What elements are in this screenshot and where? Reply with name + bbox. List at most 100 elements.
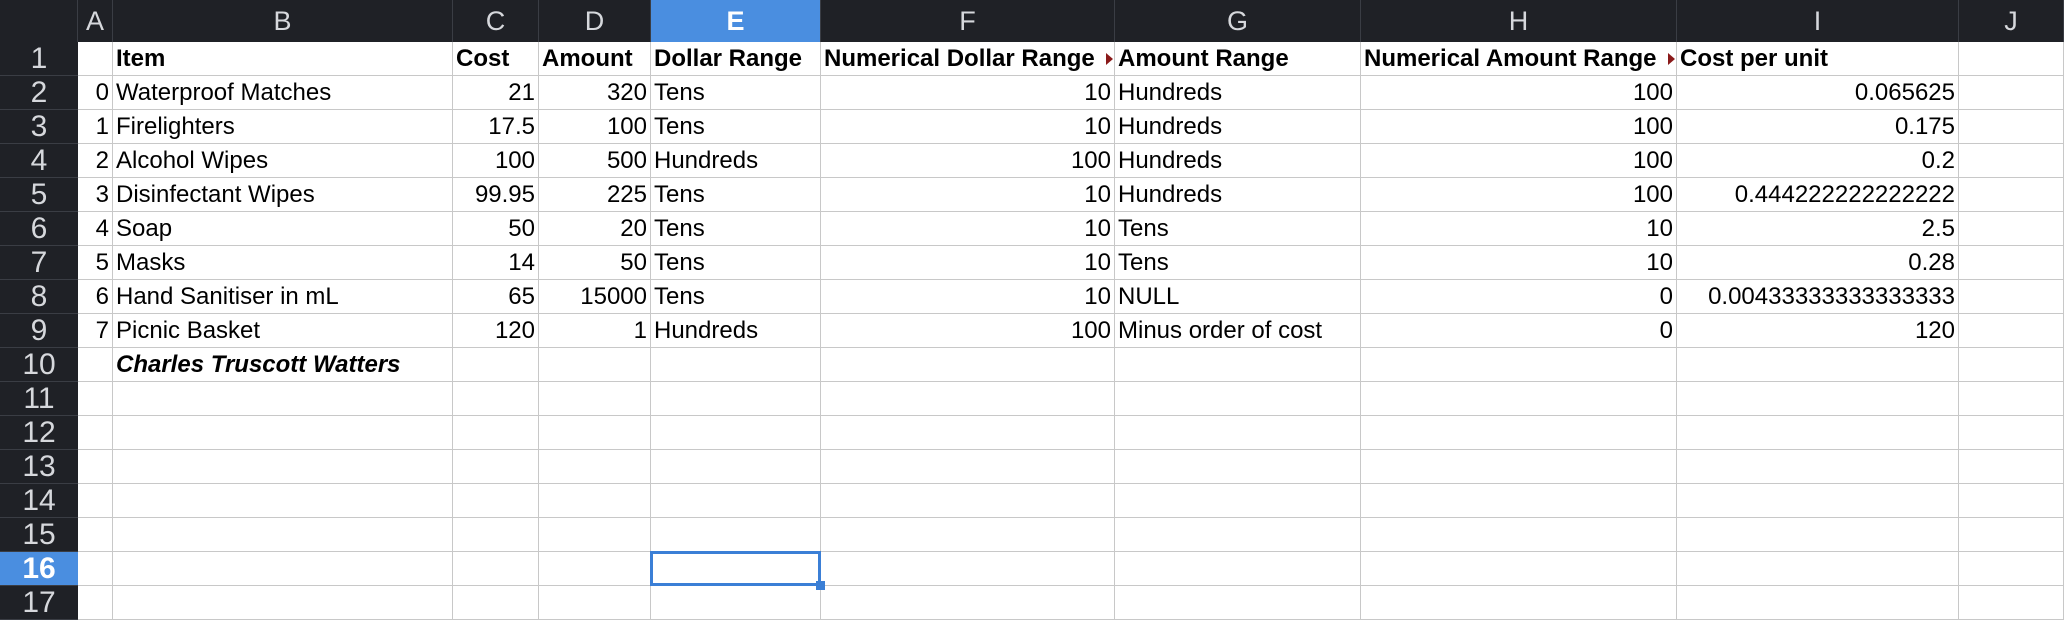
- cell-a15[interactable]: [78, 518, 113, 552]
- cell-g8[interactable]: NULL: [1115, 280, 1361, 314]
- cell-e2[interactable]: Tens: [651, 76, 821, 110]
- cell-e10[interactable]: [651, 348, 821, 382]
- column-header-a[interactable]: A: [78, 0, 113, 42]
- cell-j7[interactable]: [1959, 246, 2064, 280]
- cell-f9[interactable]: 100: [821, 314, 1115, 348]
- column-header-j[interactable]: J: [1959, 0, 2064, 42]
- cell-d2[interactable]: 320: [539, 76, 651, 110]
- cell-d17[interactable]: [539, 586, 651, 620]
- cell-c1[interactable]: Cost: [453, 42, 539, 76]
- cell-j17[interactable]: [1959, 586, 2064, 620]
- cell-i5[interactable]: 0.444222222222222: [1677, 178, 1959, 212]
- column-header-c[interactable]: C: [453, 0, 539, 42]
- cell-i2[interactable]: 0.065625: [1677, 76, 1959, 110]
- cell-a10[interactable]: [78, 348, 113, 382]
- cell-h2[interactable]: 100: [1361, 76, 1677, 110]
- cell-g14[interactable]: [1115, 484, 1361, 518]
- cell-h3[interactable]: 100: [1361, 110, 1677, 144]
- cell-c10[interactable]: [453, 348, 539, 382]
- cell-b13[interactable]: [113, 450, 453, 484]
- cell-a17[interactable]: [78, 586, 113, 620]
- cell-e11[interactable]: [651, 382, 821, 416]
- cell-f3[interactable]: 10: [821, 110, 1115, 144]
- cell-g16[interactable]: [1115, 552, 1361, 586]
- cell-e16[interactable]: [651, 552, 821, 586]
- cell-f17[interactable]: [821, 586, 1115, 620]
- cell-j2[interactable]: [1959, 76, 2064, 110]
- cell-e6[interactable]: Tens: [651, 212, 821, 246]
- cell-f7[interactable]: 10: [821, 246, 1115, 280]
- cell-d6[interactable]: 20: [539, 212, 651, 246]
- cell-i9[interactable]: 120: [1677, 314, 1959, 348]
- cell-d11[interactable]: [539, 382, 651, 416]
- cell-e9[interactable]: Hundreds: [651, 314, 821, 348]
- cell-d8[interactable]: 15000: [539, 280, 651, 314]
- column-header-h[interactable]: H: [1361, 0, 1677, 42]
- cell-a2[interactable]: 0: [78, 76, 113, 110]
- cell-a14[interactable]: [78, 484, 113, 518]
- cell-d15[interactable]: [539, 518, 651, 552]
- cell-i3[interactable]: 0.175: [1677, 110, 1959, 144]
- cell-b17[interactable]: [113, 586, 453, 620]
- cell-i8[interactable]: 0.00433333333333333: [1677, 280, 1959, 314]
- cell-d3[interactable]: 100: [539, 110, 651, 144]
- cell-a5[interactable]: 3: [78, 178, 113, 212]
- cell-i13[interactable]: [1677, 450, 1959, 484]
- row-header-12[interactable]: 12: [0, 416, 78, 450]
- cell-a7[interactable]: 5: [78, 246, 113, 280]
- cell-g7[interactable]: Tens: [1115, 246, 1361, 280]
- row-header-1[interactable]: 1: [0, 42, 78, 76]
- cell-f16[interactable]: [821, 552, 1115, 586]
- cell-c8[interactable]: 65: [453, 280, 539, 314]
- cell-i10[interactable]: [1677, 348, 1959, 382]
- cell-d14[interactable]: [539, 484, 651, 518]
- cell-h9[interactable]: 0: [1361, 314, 1677, 348]
- cell-j15[interactable]: [1959, 518, 2064, 552]
- cell-e1[interactable]: Dollar Range: [651, 42, 821, 76]
- cell-g3[interactable]: Hundreds: [1115, 110, 1361, 144]
- cell-d9[interactable]: 1: [539, 314, 651, 348]
- cell-i4[interactable]: 0.2: [1677, 144, 1959, 178]
- cell-e15[interactable]: [651, 518, 821, 552]
- cell-d16[interactable]: [539, 552, 651, 586]
- cell-a1[interactable]: [78, 42, 113, 76]
- cell-d13[interactable]: [539, 450, 651, 484]
- cell-f2[interactable]: 10: [821, 76, 1115, 110]
- cell-b7[interactable]: Masks: [113, 246, 453, 280]
- cell-c7[interactable]: 14: [453, 246, 539, 280]
- cell-j1[interactable]: [1959, 42, 2064, 76]
- cell-a11[interactable]: [78, 382, 113, 416]
- row-header-8[interactable]: 8: [0, 280, 78, 314]
- cell-f5[interactable]: 10: [821, 178, 1115, 212]
- cell-b4[interactable]: Alcohol Wipes: [113, 144, 453, 178]
- row-header-7[interactable]: 7: [0, 246, 78, 280]
- column-header-b[interactable]: B: [113, 0, 453, 42]
- select-all-corner[interactable]: [0, 0, 78, 42]
- cell-h7[interactable]: 10: [1361, 246, 1677, 280]
- cell-a8[interactable]: 6: [78, 280, 113, 314]
- column-header-i[interactable]: I: [1677, 0, 1959, 42]
- cell-f8[interactable]: 10: [821, 280, 1115, 314]
- cell-g15[interactable]: [1115, 518, 1361, 552]
- cell-d5[interactable]: 225: [539, 178, 651, 212]
- column-header-g[interactable]: G: [1115, 0, 1361, 42]
- cell-b2[interactable]: Waterproof Matches: [113, 76, 453, 110]
- column-header-e[interactable]: E: [651, 0, 821, 42]
- cell-j9[interactable]: [1959, 314, 2064, 348]
- cell-f4[interactable]: 100: [821, 144, 1115, 178]
- cell-b16[interactable]: [113, 552, 453, 586]
- column-header-d[interactable]: D: [539, 0, 651, 42]
- cell-h1[interactable]: Numerical Amount Range: [1361, 42, 1677, 76]
- cell-e7[interactable]: Tens: [651, 246, 821, 280]
- cell-j13[interactable]: [1959, 450, 2064, 484]
- cell-g5[interactable]: Hundreds: [1115, 178, 1361, 212]
- cell-b10[interactable]: Charles Truscott Watters: [113, 348, 453, 382]
- row-header-17[interactable]: 17: [0, 586, 78, 620]
- column-header-f[interactable]: F: [821, 0, 1115, 42]
- cell-a3[interactable]: 1: [78, 110, 113, 144]
- cell-i16[interactable]: [1677, 552, 1959, 586]
- cell-b3[interactable]: Firelighters: [113, 110, 453, 144]
- cell-g6[interactable]: Tens: [1115, 212, 1361, 246]
- cell-e8[interactable]: Tens: [651, 280, 821, 314]
- cell-g9[interactable]: Minus order of cost: [1115, 314, 1361, 348]
